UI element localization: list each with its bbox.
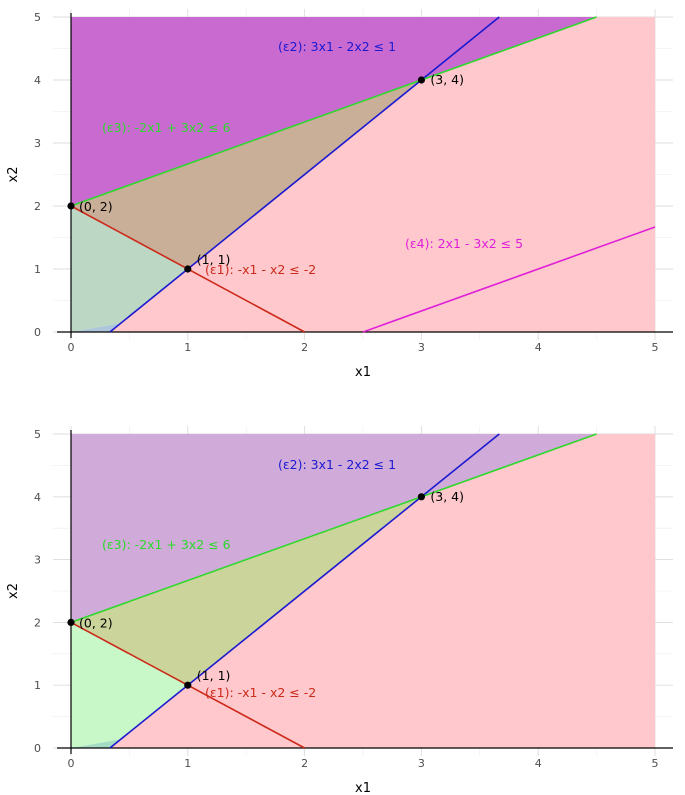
y-tick-label: 0 [34,326,41,339]
region-e1-violated [71,739,122,748]
region-e1-violated-low [71,206,188,332]
x-tick-label: 5 [652,341,659,354]
y-tick-label: 4 [34,491,41,504]
y-tick-label: 5 [34,11,41,24]
y-tick-label: 2 [34,616,41,629]
constraint-label-e1: (ε1): -x1 - x2 ≤ -2 [205,262,316,277]
x-tick-label: 0 [68,757,75,770]
vertex-point [67,202,75,210]
y-tick-label: 5 [34,428,41,441]
y-tick-label: 0 [34,742,41,755]
constraint-line-e4 [362,226,656,333]
vertex-label: (0, 2) [79,199,113,214]
vertex-label: (0, 2) [79,615,113,630]
y-tick-label: 2 [34,200,41,213]
vertex-point [417,76,425,84]
vertex-point [184,265,192,273]
y-tick-label: 3 [34,137,41,150]
y-tick-label: 1 [34,679,41,692]
y-axis-title: x2 [6,583,21,599]
chart-bottom: (0, 2) (1, 1) (3, 4) (ε1): -x1 - x2 ≤ -2 (ε2… [6,426,673,795]
vertex-point [184,681,192,689]
constraint-line-e3 [70,433,597,624]
constraint-label-e2: (ε2): 3x1 - 2x2 ≤ 1 [278,39,396,54]
constraint-label-e2: (ε2): 3x1 - 2x2 ≤ 1 [278,457,396,472]
region-e2-violated [109,434,655,748]
constraint-label-e3: (ε3): -2x1 + 3x2 ≤ 6 [102,537,231,552]
x-tick-label: 0 [68,341,75,354]
vertex-label: (1, 1) [197,668,231,683]
x-tick-label: 2 [301,757,308,770]
chart-top: (0, 2) (1, 1) (3, 4) (ε1): -x1 - x2 ≤ -2 (ε2… [6,9,673,380]
x-tick-label: 1 [184,341,191,354]
x-tick-label: 3 [418,757,425,770]
region-e1-violated [71,323,122,332]
constraint-line-e3 [70,16,597,207]
vertex-label: (1, 1) [197,252,231,267]
region-e2-violated [109,17,655,332]
vertex-point [67,618,75,626]
x-tick-label: 4 [535,757,542,770]
x-tick-label: 1 [184,757,191,770]
constraint-line-e2 [109,433,500,749]
x-tick-label: 3 [418,341,425,354]
constraint-label-e3: (ε3): -2x1 + 3x2 ≤ 6 [102,120,231,135]
constraint-label-e4: (ε4): 2x1 - 3x2 ≤ 5 [405,236,523,251]
y-axis-title: x2 [6,167,21,183]
constraint-label-e1: (ε1): -x1 - x2 ≤ -2 [205,685,316,700]
region-lower [71,622,188,748]
y-tick-label: 1 [34,263,41,276]
y-tick-label: 3 [34,554,41,567]
region-feasible [71,80,422,269]
x-axis-title: x1 [355,781,371,795]
y-tick-label: 4 [34,74,41,87]
x-axis-title: x1 [355,365,371,380]
vertex-point [417,493,425,501]
vertex-label: (3, 4) [430,489,464,504]
region-feasible [71,496,422,686]
vertex-label: (3, 4) [430,72,464,87]
x-tick-label: 5 [652,757,659,770]
constraint-line-e2 [109,16,500,333]
x-tick-label: 4 [535,341,542,354]
x-tick-label: 2 [301,341,308,354]
